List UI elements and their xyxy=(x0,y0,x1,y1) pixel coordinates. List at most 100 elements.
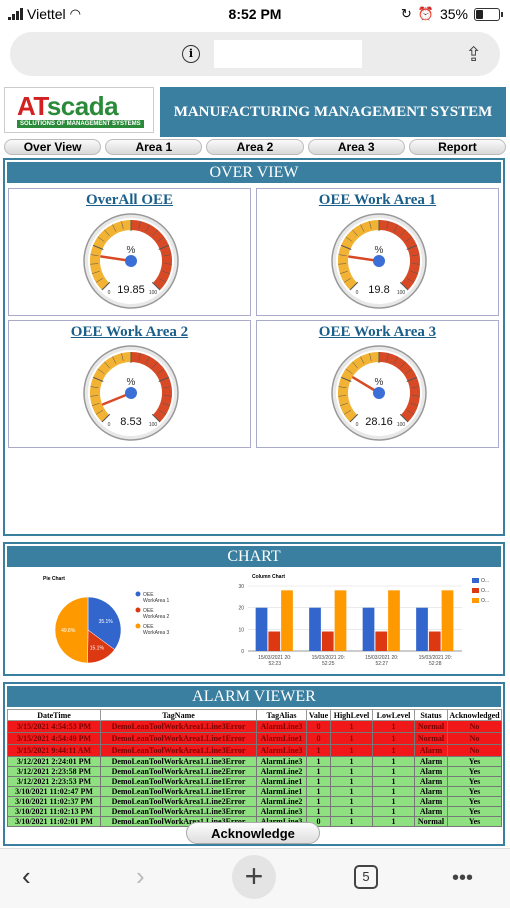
y-tick-label: 10 xyxy=(238,627,244,633)
x-tick-label: 15/03/2021 20: 52:23 xyxy=(258,655,291,667)
table-cell: 1 xyxy=(372,720,415,733)
table-cell: 1 xyxy=(306,786,331,797)
column-bar[interactable] xyxy=(441,590,454,651)
gauge-max-label: 100 xyxy=(149,422,158,428)
column-bar[interactable] xyxy=(309,607,321,651)
table-cell: 0 xyxy=(306,732,331,745)
table-row[interactable]: 3/15/2021 4:54:53 PM DemoLeanToolWorkArea… xyxy=(7,720,502,733)
back-icon[interactable]: ‹ xyxy=(22,861,31,891)
column-bar[interactable] xyxy=(375,631,388,652)
x-tick-label: 15/03/2021 20: 52:25 xyxy=(312,655,345,667)
tabs-button[interactable]: 5 xyxy=(354,865,378,889)
legend-entry: OEE WorkArea 2 xyxy=(143,608,170,620)
legend-swatch xyxy=(135,607,141,613)
table-cell: AlarmLine1 xyxy=(256,776,307,787)
gauge-title[interactable]: OverAll OEE xyxy=(85,192,174,208)
gauge-tick xyxy=(112,356,117,364)
table-cell: AlarmLine3 xyxy=(256,756,307,767)
table-cell: 1 xyxy=(372,756,415,767)
gauge-tick xyxy=(386,353,389,361)
column-header: Acknowledged xyxy=(447,709,502,721)
gauge-tick xyxy=(112,224,117,232)
table-cell: 1 xyxy=(372,776,415,787)
tab-report[interactable]: Report xyxy=(408,139,507,155)
table-row[interactable]: 3/12/2021 2:23:53 PM DemoLeanToolWorkArea… xyxy=(7,776,502,787)
table-cell: 3/10/2021 11:02:47 PM xyxy=(7,786,101,797)
table-row[interactable]: 3/12/2021 2:24:01 PM DemoLeanToolWorkArea… xyxy=(7,756,502,767)
gauge-tick xyxy=(352,361,358,369)
column-chart: Column Chart 0 10 20 30 15/03/2021 20: 52:23 15… xyxy=(238,574,489,667)
forward-icon[interactable]: › xyxy=(136,861,145,891)
table-cell: Alarm xyxy=(414,766,448,777)
table-cell: 1 xyxy=(330,776,373,787)
acknowledge-button[interactable]: Acknowledge xyxy=(186,822,320,844)
gauge-title[interactable]: OEE Work Area 1 xyxy=(318,192,437,208)
browser-toolbar: ‹ › + 5 ••• xyxy=(0,848,510,908)
gauge-tick xyxy=(162,402,171,406)
table-row[interactable]: 3/10/2021 11:02:37 PM DemoLeanToolWorkAre… xyxy=(7,796,502,807)
gauge-title[interactable]: OEE Work Area 3 xyxy=(318,324,437,340)
y-tick-label: 0 xyxy=(241,649,244,655)
column-bar[interactable] xyxy=(334,590,347,651)
table-cell: Yes xyxy=(447,776,502,787)
column-bar[interactable] xyxy=(268,631,281,652)
legend-entry: O... xyxy=(481,578,489,584)
table-cell: Yes xyxy=(447,786,502,797)
column-bar[interactable] xyxy=(362,607,375,651)
column-bar[interactable] xyxy=(255,607,268,651)
table-row[interactable]: 3/12/2021 2:23:58 PM DemoLeanToolWorkArea… xyxy=(7,766,502,777)
column-bar[interactable] xyxy=(388,590,400,651)
tab-area-1[interactable]: Area 1 xyxy=(105,139,203,155)
table-cell: 1 xyxy=(306,766,331,777)
gauge-tick xyxy=(97,236,105,242)
table-cell: 1 xyxy=(330,816,373,827)
table-cell: 1 xyxy=(330,744,373,757)
table-row[interactable]: 3/15/2021 4:54:49 PM DemoLeanToolWorkArea… xyxy=(7,732,502,745)
alarm-clock-icon: ⏰ xyxy=(417,6,434,21)
gauge-tick xyxy=(90,386,99,389)
pie-slice[interactable] xyxy=(87,596,122,650)
column-bar[interactable] xyxy=(416,607,428,651)
gauge-unit: % xyxy=(375,245,384,256)
share-icon[interactable]: ⇪ xyxy=(465,44,482,66)
gauge-tick xyxy=(411,263,420,265)
table-cell: Alarm xyxy=(414,776,448,787)
table-row[interactable]: 3/10/2021 11:02:47 PM DemoLeanToolWorkAre… xyxy=(7,786,502,797)
gauge-min-label: 0 xyxy=(356,422,359,428)
gauge-tick xyxy=(101,413,111,423)
table-row[interactable]: 3/15/2021 9:44:11 AM DemoLeanToolWorkArea… xyxy=(7,744,502,757)
gauge-title[interactable]: OEE Work Area 2 xyxy=(70,324,189,340)
tab-area-2[interactable]: Area 2 xyxy=(206,139,304,155)
column-bar[interactable] xyxy=(281,590,293,651)
table-row[interactable]: 3/10/2021 11:02:13 PM DemoLeanToolWorkAre… xyxy=(7,806,502,817)
gauge-tick xyxy=(411,386,420,389)
table-row[interactable]: 3/10/2021 11:02:01 PM DemoLeanToolWorkAre… xyxy=(7,816,502,827)
column-bar[interactable] xyxy=(321,631,334,652)
tab-over-view[interactable]: Over View xyxy=(4,139,102,155)
table-cell: Alarm xyxy=(414,744,448,757)
table-cell: 3/15/2021 9:44:11 AM xyxy=(7,744,101,757)
table-cell: Alarm xyxy=(414,756,448,767)
wifi-icon: ◠ xyxy=(69,6,82,21)
pie-slice[interactable] xyxy=(54,596,89,664)
y-tick-label: 20 xyxy=(238,606,244,612)
address-bar[interactable]: i ⇪ xyxy=(10,32,500,76)
gauge-tick xyxy=(405,368,413,374)
overview-panel: OVER VIEW OverAll OEE % 0 100 19.85 OEE Wor… xyxy=(3,158,505,536)
info-icon[interactable]: i xyxy=(182,45,200,63)
pie-slice-label: 49.8% xyxy=(61,628,76,634)
column-bar[interactable] xyxy=(428,631,441,652)
table-cell: DemoLeanToolWorkArea1.Line3Error xyxy=(100,756,257,767)
gauge-min-label: 0 xyxy=(108,290,111,296)
url-field[interactable] xyxy=(214,40,362,68)
pie-chart-title: Pie Chart xyxy=(43,576,65,582)
gauge-tick xyxy=(90,254,99,257)
table-cell: 3/15/2021 4:54:53 PM xyxy=(7,720,101,733)
tab-area-3[interactable]: Area 3 xyxy=(307,139,405,155)
y-tick-label: 30 xyxy=(238,584,244,590)
atscada-logo: ATscada SOLUTIONS OF MANAGEMENT SYSTEMS xyxy=(4,87,154,133)
new-tab-icon[interactable]: + xyxy=(232,855,276,899)
more-icon[interactable]: ••• xyxy=(452,867,474,889)
gauge-value: 8.53 xyxy=(120,416,141,428)
chart-panel: CHART Pie Chart 35.1% 15.1% 49.8% OEE WorkAre… xyxy=(3,542,505,676)
